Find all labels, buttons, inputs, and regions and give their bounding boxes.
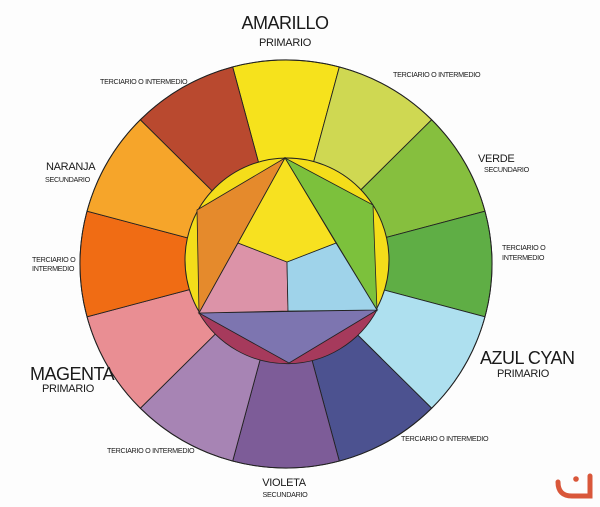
label-verde: VERDE [478, 153, 514, 165]
label-tertiary-right-2: INTERMEDIO [502, 253, 545, 262]
label-tertiary-top-left: TERCIARIO O INTERMEDIO [100, 77, 188, 86]
label-verde-type: SECUNDARIO [484, 165, 530, 174]
inner-violet-region [197, 309, 379, 364]
label-naranja-type: SECUNDARIO [45, 175, 91, 184]
logo-icon [555, 473, 593, 499]
label-magenta-type: PRIMARIO [42, 383, 95, 395]
outer-circle-outline [79, 59, 493, 469]
label-naranja: NARANJA [46, 161, 96, 173]
label-tertiary-top-right: TERCIARIO O INTERMEDIO [393, 70, 481, 79]
label-tertiary-left-1: TERCIARIO O [32, 255, 76, 264]
label-amarillo: AMARILLO [241, 13, 329, 33]
label-tertiary-bottom-left: TERCIARIO O INTERMEDIO [107, 446, 195, 455]
label-tertiary-bottom-right: TERCIARIO O INTERMEDIO [401, 434, 489, 443]
label-azul-cyan: AZUL CYAN [480, 348, 575, 368]
label-magenta: MAGENTA [30, 364, 115, 384]
label-amarillo-type: PRIMARIO [259, 37, 312, 49]
label-tertiary-left-2: INTERMEDIO [32, 264, 75, 273]
logo-dot-icon [573, 476, 579, 482]
label-tertiary-right-1: TERCIARIO O [502, 243, 546, 252]
label-violeta: VIOLETA [262, 477, 307, 489]
label-violeta-type: SECUNDARIO [263, 490, 309, 499]
inner-yellow-region [237, 157, 337, 263]
label-azul-cyan-type: PRIMARIO [497, 368, 550, 380]
